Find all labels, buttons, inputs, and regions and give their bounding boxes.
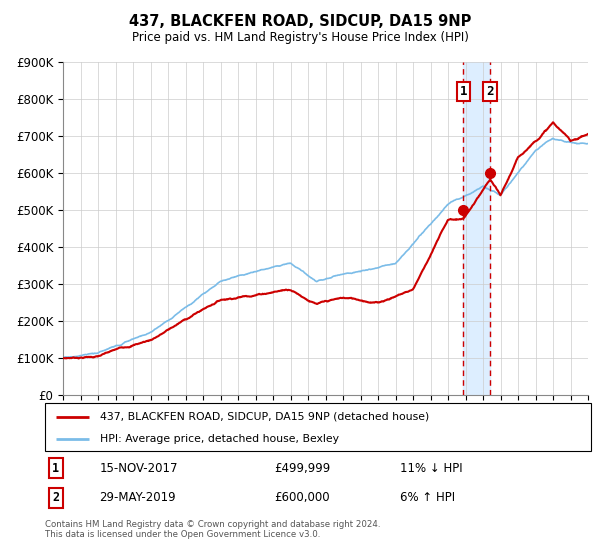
Bar: [463, 62, 490, 395]
Text: 29-MAY-2019: 29-MAY-2019: [100, 491, 176, 504]
Text: 437, BLACKFEN ROAD, SIDCUP, DA15 9NP (detached house): 437, BLACKFEN ROAD, SIDCUP, DA15 9NP (de…: [100, 412, 429, 422]
Text: HPI: Average price, detached house, Bexley: HPI: Average price, detached house, Bexl…: [100, 434, 338, 444]
Text: 1: 1: [460, 85, 467, 97]
Text: Contains HM Land Registry data © Crown copyright and database right 2024.
This d: Contains HM Land Registry data © Crown c…: [45, 520, 380, 539]
Text: 1: 1: [52, 462, 59, 475]
Text: 2: 2: [52, 491, 59, 504]
Text: 6% ↑ HPI: 6% ↑ HPI: [400, 491, 455, 504]
Text: 15-NOV-2017: 15-NOV-2017: [100, 462, 178, 475]
Text: 2: 2: [487, 85, 494, 97]
Text: 11% ↓ HPI: 11% ↓ HPI: [400, 462, 463, 475]
Text: 437, BLACKFEN ROAD, SIDCUP, DA15 9NP: 437, BLACKFEN ROAD, SIDCUP, DA15 9NP: [129, 14, 471, 29]
Text: £499,999: £499,999: [274, 462, 331, 475]
Text: Price paid vs. HM Land Registry's House Price Index (HPI): Price paid vs. HM Land Registry's House …: [131, 31, 469, 44]
Text: £600,000: £600,000: [274, 491, 330, 504]
